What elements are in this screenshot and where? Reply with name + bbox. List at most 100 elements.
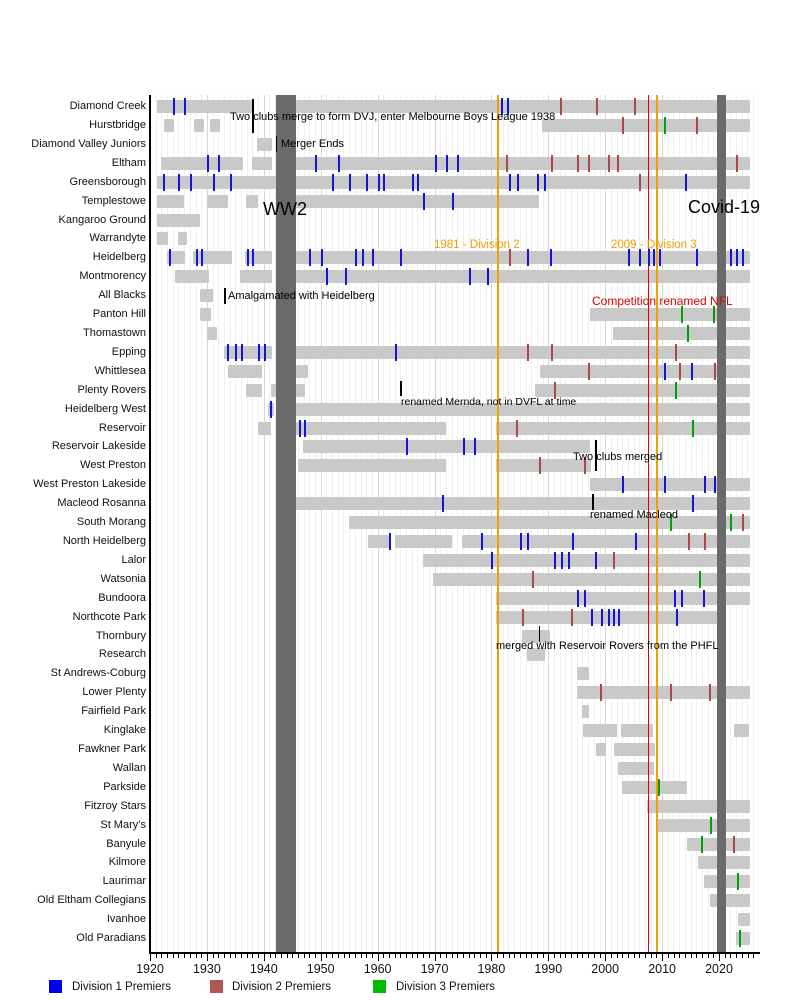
club-bar [726,478,751,492]
premiership-tick [411,173,414,191]
x-axis-tick [286,953,288,958]
premiership-tick [551,154,554,172]
gridline [297,95,299,952]
premiership-tick [505,154,508,172]
gridline [212,95,214,952]
x-axis-tick [360,953,362,958]
club-bar [612,326,717,340]
club-bar [613,742,656,756]
club-bar [726,421,751,435]
club-bar [295,270,717,284]
x-axis-tick [628,953,629,958]
annotation-marker [592,494,594,510]
x-axis-tick [491,953,493,961]
premiership-tick [709,816,712,834]
x-axis-tick [292,953,294,958]
x-axis-tick [707,953,709,958]
legend-label-division1: Division 1 Premiers [72,981,172,993]
club-bar [433,572,717,586]
gridline [303,95,305,952]
x-axis-tick [662,953,664,961]
club-label: Fitzroy Stars [84,799,146,812]
gridline [223,95,225,952]
club-bar [581,705,590,719]
premiership-tick [303,419,306,437]
premiership-tick [612,608,615,626]
premiership-tick [691,495,694,513]
gridline [263,95,265,952]
x-axis-tick [383,953,385,958]
club-bar [349,516,717,529]
premiership-tick [394,343,397,361]
club-bar [177,232,187,246]
division3-swatch-icon [373,980,386,993]
club-label: North Heidelberg [62,534,146,547]
x-axis-label: 2010 [648,962,676,976]
premiership-tick [361,249,364,267]
club-bar [252,156,272,170]
premiership-tick [345,268,348,286]
premiership-tick [252,249,255,267]
club-label: Fawkner Park [78,742,146,755]
club-bar [577,667,590,681]
annotation-marker [275,136,278,152]
club-bar [157,213,201,227]
club-label: Heidelberg [92,251,146,264]
x-axis-tick [417,953,419,958]
x-axis-tick [719,953,720,961]
club-bar [726,553,751,567]
gridline [235,95,237,952]
premiership-tick [501,98,504,115]
club-label: Old Eltham Collegians [37,894,146,907]
club-bar [367,534,389,548]
gridline [218,95,220,952]
club-bar [726,118,751,132]
annotation-text: renamed Mernda, not in DVFL at time [401,396,577,408]
premiership-tick [595,98,598,115]
premiership-tick [441,495,444,513]
x-axis-tick [485,953,487,958]
club-bar [726,497,751,511]
x-axis-tick [167,953,169,958]
club-bar [245,194,259,208]
club-label: Diamond Creek [69,100,146,112]
premiership-tick [576,154,579,172]
premiership-tick [309,249,312,267]
annotation-text: 2009 - Division 3 [611,239,697,251]
gridline [195,95,197,952]
x-axis-tick [536,953,538,958]
x-axis-tick [474,953,476,958]
x-axis-tick [445,953,447,958]
club-label: Parkside [103,780,146,793]
gridline [161,95,163,952]
premiership-tick [681,306,684,323]
x-axis-tick [343,953,345,958]
club-bar [596,742,607,756]
annotation-text: Covid-19 [688,197,761,217]
x-axis-tick [753,953,755,958]
annotation-text: Merger Ends [281,138,344,150]
x-axis-label: 1990 [534,962,563,976]
premiership-tick [349,173,352,191]
x-axis-tick [525,953,527,958]
x-axis-spine [149,952,760,954]
x-axis-label: 1950 [306,962,335,976]
x-axis-tick [519,953,521,958]
club-label: Watsonia [100,572,146,585]
premiership-tick [572,532,575,550]
premiership-tick [616,154,619,172]
premiership-tick [663,362,666,380]
premiership-tick [521,608,524,626]
annotation-text: 1981 - Division 2 [434,239,520,251]
club-bar [726,686,751,700]
x-axis-tick [480,953,481,958]
x-axis-tick [297,953,299,958]
premiership-tick [679,362,682,380]
club-label: West Preston Lakeside [33,478,146,491]
club-bar [200,308,212,321]
premiership-tick [684,173,687,191]
gridline [189,95,191,952]
premiership-tick [195,249,198,267]
premiership-tick [690,362,693,380]
